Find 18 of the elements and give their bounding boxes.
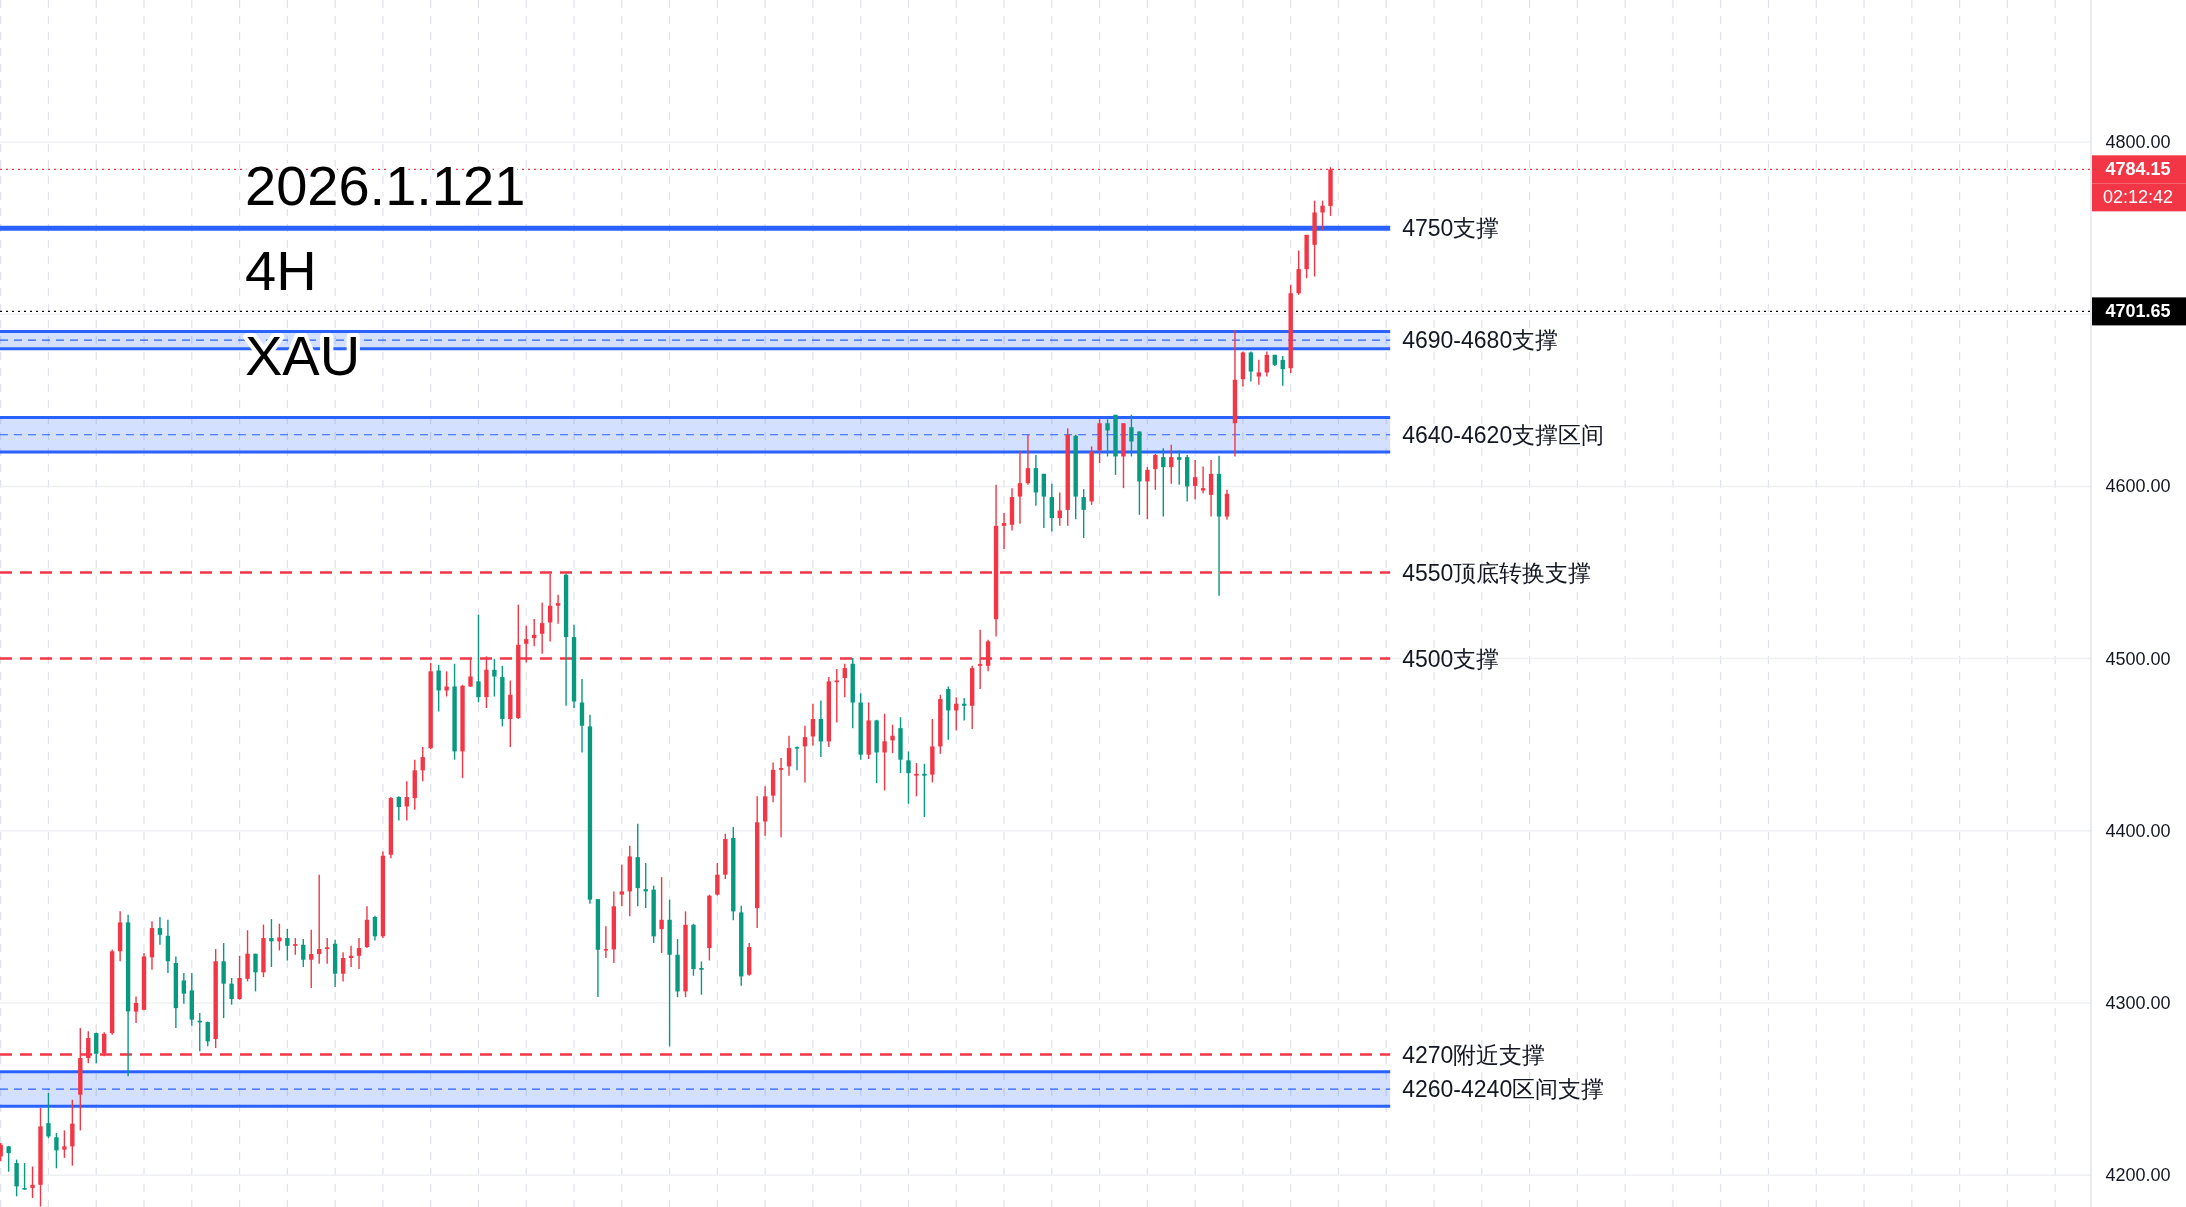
text: 02:12:42 (2102, 187, 2174, 208)
y-tick-label: 4800.00 (2105, 132, 2171, 153)
band-label: 4690-4680支撑 (1402, 327, 1559, 354)
ref-line-label: 4270附近支撑 (1402, 1041, 1546, 1068)
y-tick-label: 4200.00 (2105, 1165, 2171, 1186)
y-tick-label: 4500.00 (2105, 648, 2171, 669)
band-label: 4260-4240区间支撑 (1402, 1076, 1605, 1103)
annotation: 4H (245, 238, 317, 302)
annotation: 2026.1.121 (245, 153, 526, 217)
y-tick-label: 4300.00 (2105, 992, 2171, 1013)
ref-line-label: 4701.65 (2105, 301, 2171, 322)
y-tick-label: 4400.00 (2105, 820, 2171, 841)
ref-line-label: 4784.15 (2105, 159, 2171, 180)
band-label: 4640-4620支撑区间 (1402, 421, 1605, 448)
ref-line-label: 4550顶底转换支撑 (1402, 559, 1592, 586)
ref-line-label: 4750支撑 (1402, 215, 1500, 242)
y-tick-label: 4600.00 (2105, 476, 2171, 497)
ref-line-label: 4500支撑 (1402, 645, 1500, 672)
